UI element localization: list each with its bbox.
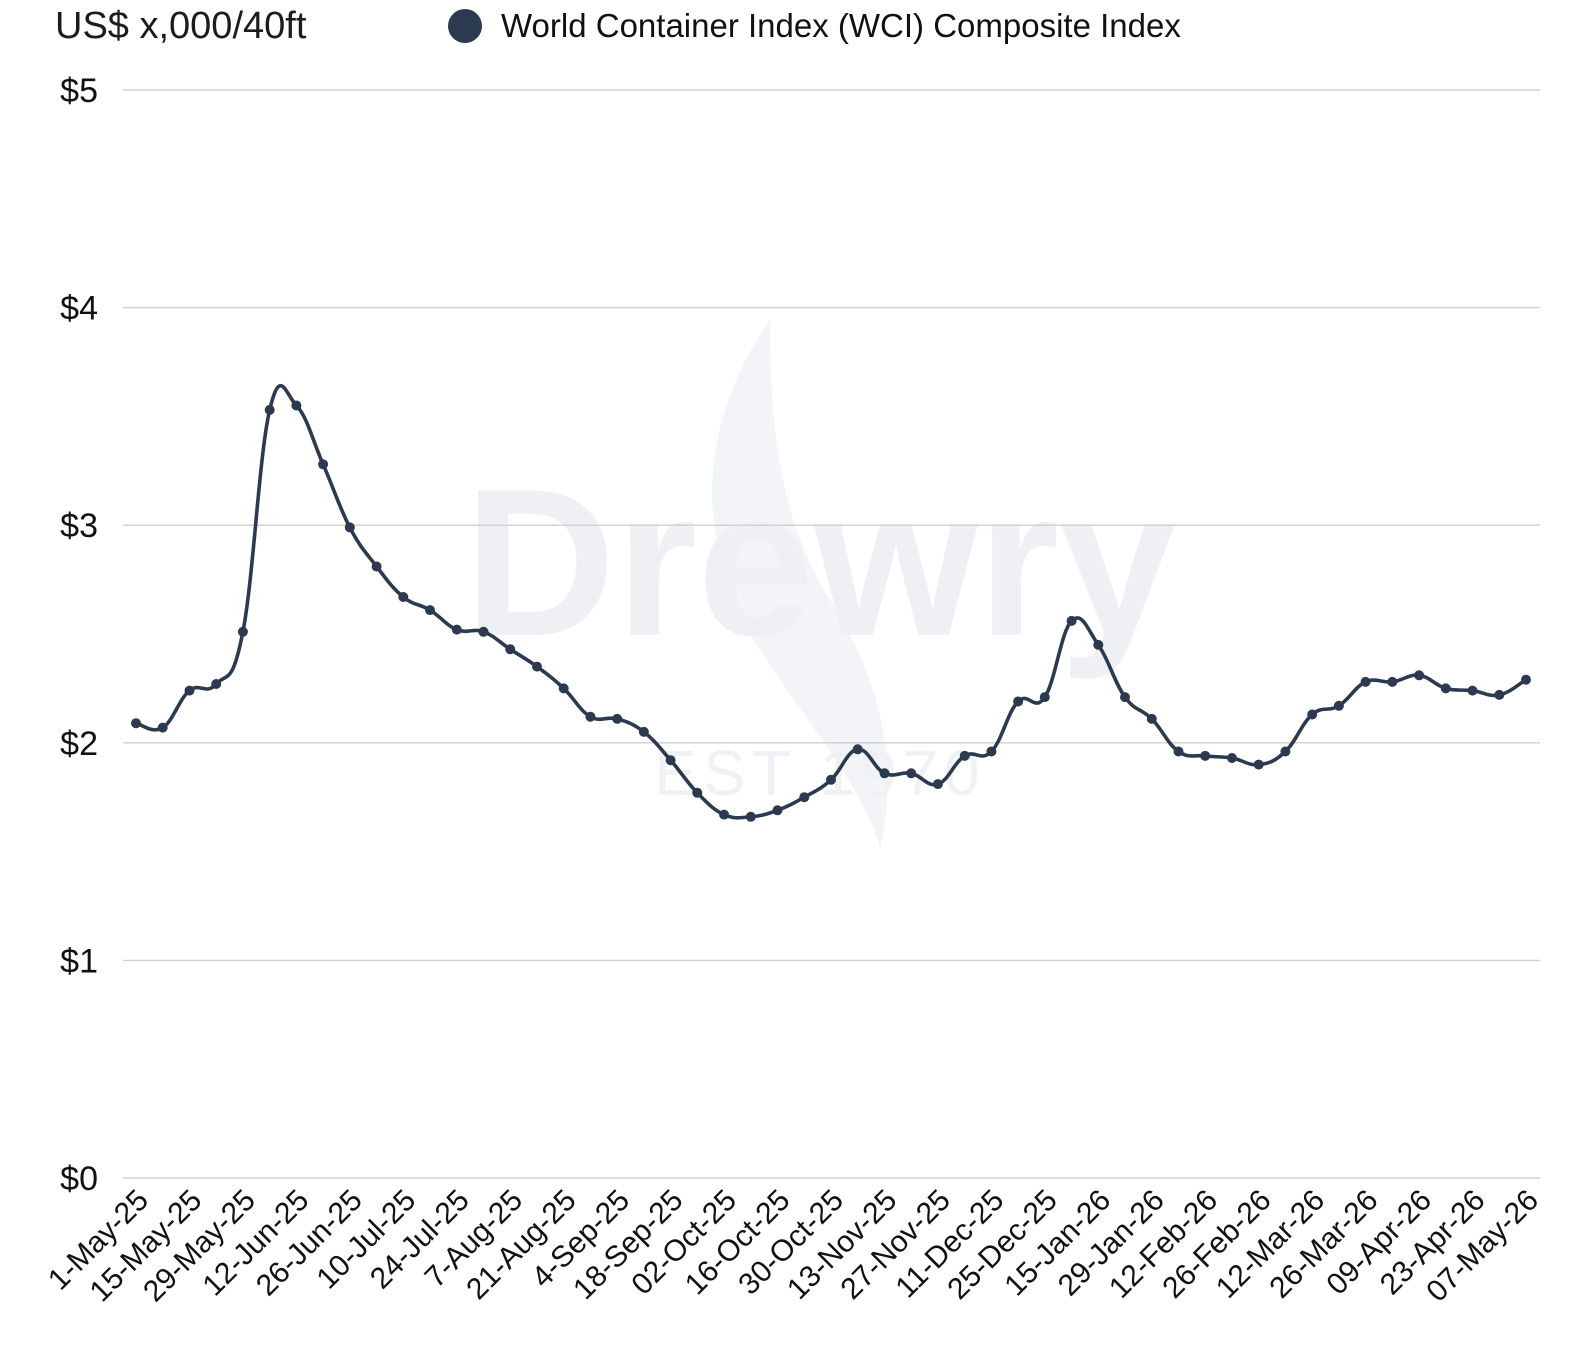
data-point: [638, 726, 649, 737]
data-point: [1360, 676, 1371, 687]
data-point: [1414, 670, 1425, 681]
data-point: [532, 661, 542, 672]
data-point: [986, 746, 997, 757]
watermark-est: EST 1970: [654, 737, 985, 809]
y-axis-unit-label: US$ x,000/40ft: [55, 5, 307, 47]
data-point: [665, 755, 676, 766]
y-tick-label: $1: [60, 942, 98, 980]
data-point: [131, 718, 141, 729]
data-point: [852, 744, 863, 755]
data-point: [1333, 700, 1344, 711]
data-point: [425, 605, 435, 616]
data-point: [799, 792, 810, 803]
y-tick-label: $4: [60, 290, 98, 328]
watermark-flame-logo: [712, 320, 888, 850]
data-point: [1280, 746, 1291, 757]
data-point: [906, 768, 917, 779]
data-point: [558, 683, 569, 694]
data-point: [184, 685, 195, 696]
data-point: [719, 809, 730, 820]
data-point: [1200, 750, 1211, 761]
y-tick-label: $5: [60, 72, 98, 110]
data-point: [745, 811, 756, 822]
data-point: [1387, 676, 1398, 687]
data-point: [1307, 709, 1318, 720]
y-tick-label: $2: [60, 725, 98, 763]
y-axis-tick-labels: $0 $1 $2 $3 $4 $5: [60, 72, 98, 1198]
data-point: [612, 713, 623, 724]
data-point: [344, 522, 355, 533]
data-point: [505, 644, 516, 655]
data-point: [371, 561, 382, 572]
data-point: [398, 592, 409, 602]
data-point: [1494, 689, 1505, 700]
gridlines: [123, 89, 1540, 1179]
data-point: [692, 787, 703, 798]
legend-label: World Container Index (WCI) Composite In…: [501, 7, 1181, 44]
data-point: [1093, 639, 1104, 650]
data-point: [451, 624, 462, 635]
data-point: [478, 626, 489, 637]
data-point: [1146, 713, 1157, 724]
data-point: [772, 805, 783, 816]
data-point: [291, 400, 302, 411]
data-point: [1253, 759, 1264, 770]
y-tick-label: $0: [60, 1160, 98, 1198]
data-point: [157, 722, 168, 733]
data-point: [211, 679, 222, 689]
series-layer: [131, 383, 1531, 822]
data-point: [1467, 685, 1478, 696]
data-point: [585, 711, 596, 722]
y-tick-label: $3: [60, 507, 98, 545]
x-axis-tick-labels: 1-May-2515-May-2529-May-2512-Jun-2526-Ju…: [42, 1184, 1545, 1309]
watermark-brand: Drewry: [464, 445, 1176, 680]
data-point: [932, 779, 943, 790]
data-point: [959, 750, 970, 761]
data-point: [1173, 746, 1184, 757]
legend-marker-icon: [448, 9, 482, 43]
data-point: [1521, 674, 1531, 685]
data-point: [264, 404, 275, 415]
data-point: [1039, 692, 1050, 703]
data-point: [1440, 683, 1451, 694]
data-point: [1013, 696, 1024, 707]
data-point: [1227, 753, 1237, 763]
data-point: [826, 774, 836, 785]
data-point: [879, 768, 890, 779]
watermark: Drewry EST 1970: [464, 320, 1176, 850]
data-point: [237, 626, 248, 637]
legend: World Container Index (WCI) Composite In…: [448, 7, 1181, 44]
data-point: [1120, 692, 1130, 703]
data-point: [1066, 615, 1077, 626]
data-point: [318, 459, 329, 470]
